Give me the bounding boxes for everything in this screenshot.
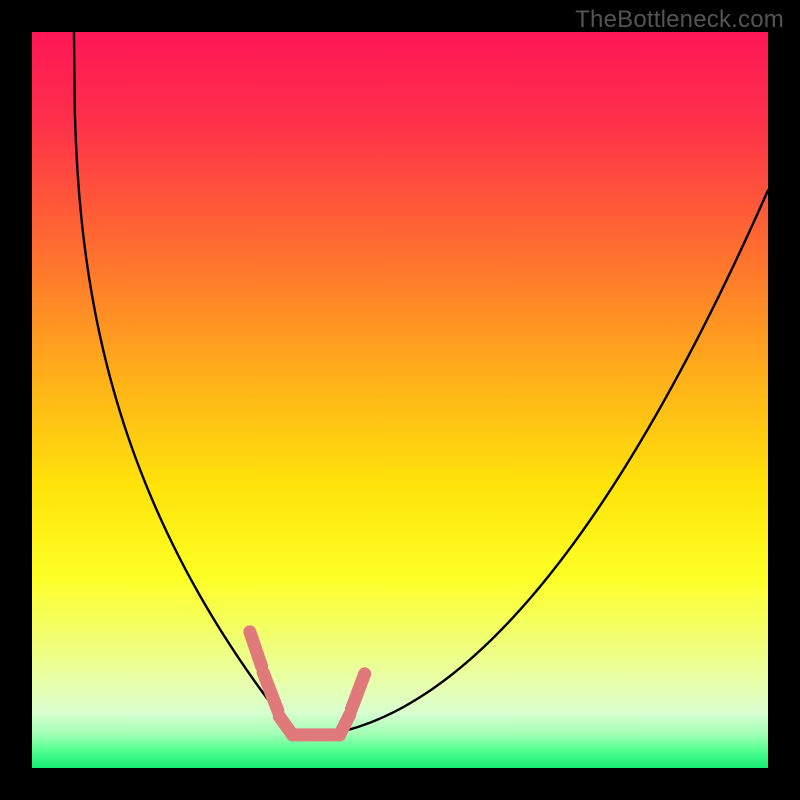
chart-stage: TheBottleneck.com bbox=[0, 0, 800, 800]
bottleneck-chart bbox=[32, 32, 768, 768]
watermark-text: TheBottleneck.com bbox=[575, 6, 784, 34]
chart-background bbox=[32, 32, 768, 768]
valley-marker-segment bbox=[340, 714, 350, 735]
